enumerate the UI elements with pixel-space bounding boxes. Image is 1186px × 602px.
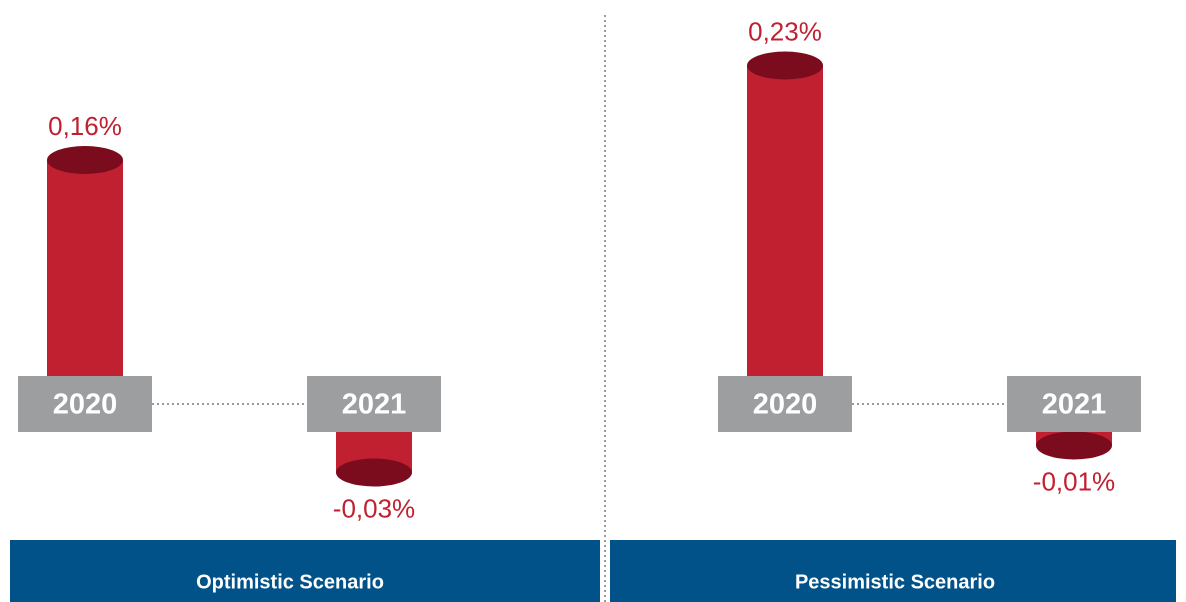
value-label: 0,23% xyxy=(748,16,822,46)
bar xyxy=(47,146,123,404)
bar-body xyxy=(747,65,823,404)
bar xyxy=(747,51,823,404)
category-label: 2020 xyxy=(53,389,118,421)
category-label: 2020 xyxy=(753,389,818,421)
bar-cap xyxy=(747,51,823,80)
value-label: -0,01% xyxy=(1033,466,1115,496)
bar-cap xyxy=(47,146,123,174)
value-label: 0,16% xyxy=(48,111,122,141)
category-box xyxy=(18,376,152,432)
value-label: -0,03% xyxy=(333,493,415,523)
bar-cap xyxy=(336,458,412,487)
category-box xyxy=(307,376,441,432)
category-label: 2021 xyxy=(1042,389,1107,421)
category-label: 2021 xyxy=(342,389,407,421)
bar-body xyxy=(47,160,123,404)
category-box xyxy=(718,376,852,432)
panel-title: Pessimistic Scenario xyxy=(795,571,995,593)
title-strip xyxy=(10,540,600,602)
title-strip xyxy=(610,540,1176,602)
panel-title: Optimistic Scenario xyxy=(196,571,384,593)
category-box xyxy=(1007,376,1141,432)
bar-cap xyxy=(1036,431,1112,460)
